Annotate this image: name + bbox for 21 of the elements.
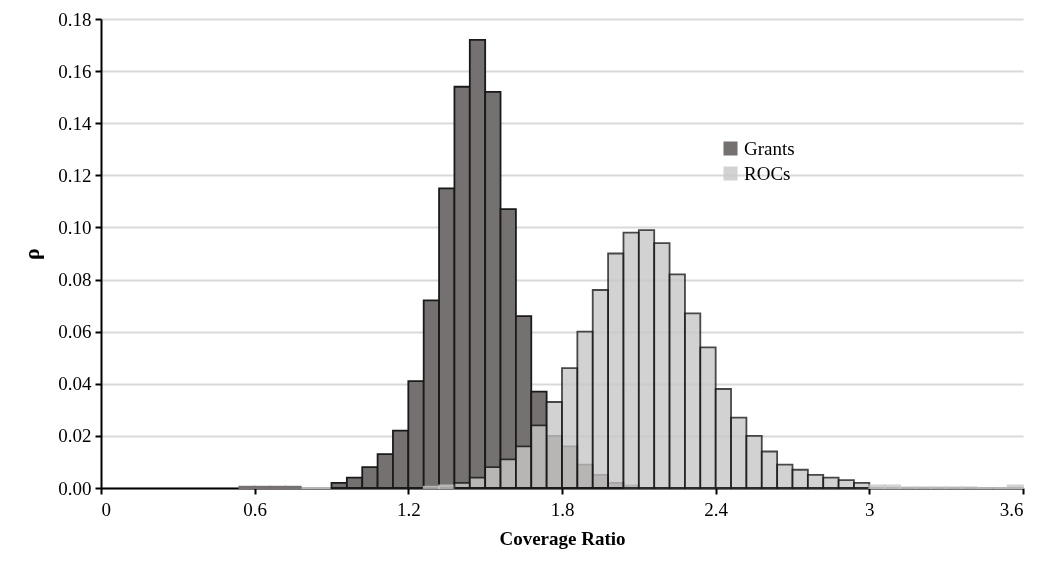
- y-tick-label: 0.08: [58, 269, 92, 291]
- x-tick-label: 3.6: [999, 498, 1024, 520]
- y-tick-label: 0.18: [58, 8, 92, 30]
- x-axis-title: Coverage Ratio: [499, 527, 626, 549]
- x-tick-label: 1.2: [396, 498, 421, 520]
- y-axis-title: ρ: [19, 248, 45, 260]
- x-tick-label: 1.8: [550, 498, 575, 520]
- y-tick-label: 0.02: [58, 425, 92, 447]
- y-tick-label: 0.14: [58, 112, 92, 134]
- y-tick-label: 0.04: [58, 373, 92, 395]
- x-tick-label: 0: [101, 498, 111, 520]
- x-tick-label: 3: [865, 498, 875, 520]
- y-tick-label: 0.16: [58, 60, 92, 82]
- x-tick-label: 2.4: [704, 498, 729, 520]
- y-tick-label: 0.06: [58, 321, 92, 343]
- y-tick-label: 0.00: [58, 477, 92, 499]
- y-tick-label: 0.12: [58, 164, 92, 186]
- x-tick-label: 0.6: [243, 498, 268, 520]
- legend-label: Grants: [744, 137, 795, 159]
- y-tick-label: 0.10: [58, 216, 92, 238]
- legend-label: ROCs: [744, 162, 791, 184]
